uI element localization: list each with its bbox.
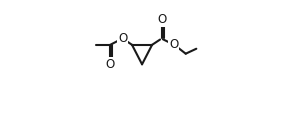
Text: O: O: [169, 38, 179, 51]
Text: O: O: [118, 32, 127, 45]
Text: O: O: [157, 13, 166, 26]
Text: O: O: [106, 58, 115, 71]
